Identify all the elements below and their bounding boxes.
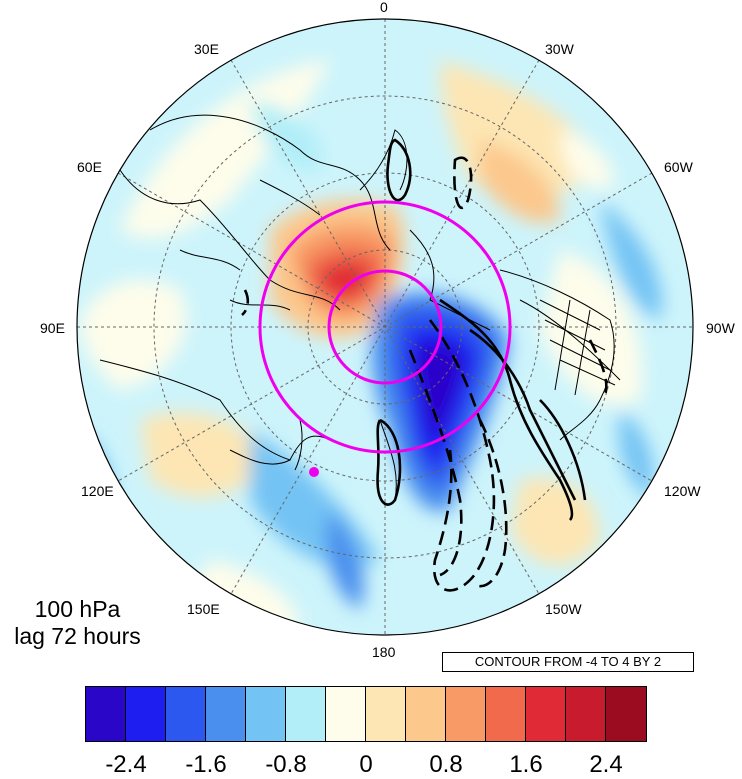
colorbar-swatch	[446, 687, 486, 741]
colorbar-tick-label: 0.8	[429, 751, 463, 778]
colorbar-tick-label: -2.4	[105, 751, 147, 778]
negative-contours	[241, 156, 608, 592]
lon-label-150e: 150E	[187, 601, 220, 617]
colorbar-swatch	[286, 687, 326, 741]
lon-label-150w: 150W	[545, 601, 582, 617]
coastlines	[99, 114, 621, 501]
lon-label-0: 0	[380, 0, 388, 15]
positive-contours	[376, 138, 587, 521]
colorbar-swatch	[246, 687, 286, 741]
graticule	[77, 19, 693, 635]
lon-label-90e: 90E	[40, 320, 65, 336]
lag-caption: lag 72 hours	[14, 623, 141, 649]
region-circles	[258, 200, 512, 454]
outer-circle	[258, 200, 512, 454]
colorbar-swatch	[206, 687, 246, 741]
lon-label-120w: 120W	[664, 483, 701, 499]
anomaly-field	[77, 19, 693, 635]
colorbar-tick-label: 1.6	[509, 751, 543, 778]
colorbar-swatch	[566, 687, 606, 741]
lon-label-90w: 90W	[706, 320, 735, 336]
colorbar-swatch	[326, 687, 366, 741]
colorbar-tick-label: -0.8	[265, 751, 307, 778]
lon-label-180: 180	[372, 644, 396, 660]
colorbar-tick-label: -1.6	[185, 751, 227, 778]
colorbar	[85, 686, 647, 742]
pressure-level-caption: 100 hPa	[34, 596, 121, 622]
colorbar-swatch	[526, 687, 566, 741]
colorbar-tick-label: 0	[359, 751, 373, 778]
colorbar-swatch	[486, 687, 526, 741]
colorbar-swatch	[86, 687, 126, 741]
magenta-marker	[309, 467, 319, 477]
lon-label-60e: 60E	[77, 159, 102, 175]
colorbar-swatch	[126, 687, 166, 741]
map-boundary	[76, 18, 694, 636]
lon-label-120e: 120E	[81, 483, 114, 499]
lon-label-60w: 60W	[664, 159, 693, 175]
colorbar-swatch	[366, 687, 406, 741]
colorbar-swatch	[166, 687, 206, 741]
contour-info-box: CONTOUR FROM -4 TO 4 BY 2	[442, 652, 694, 672]
lon-label-30e: 30E	[194, 41, 219, 57]
inner-circle	[327, 269, 443, 385]
lon-label-30w: 30W	[545, 41, 574, 57]
colorbar-swatch	[406, 687, 446, 741]
colorbar-tick-label: 2.4	[589, 751, 623, 778]
colorbar-swatch	[606, 687, 646, 741]
